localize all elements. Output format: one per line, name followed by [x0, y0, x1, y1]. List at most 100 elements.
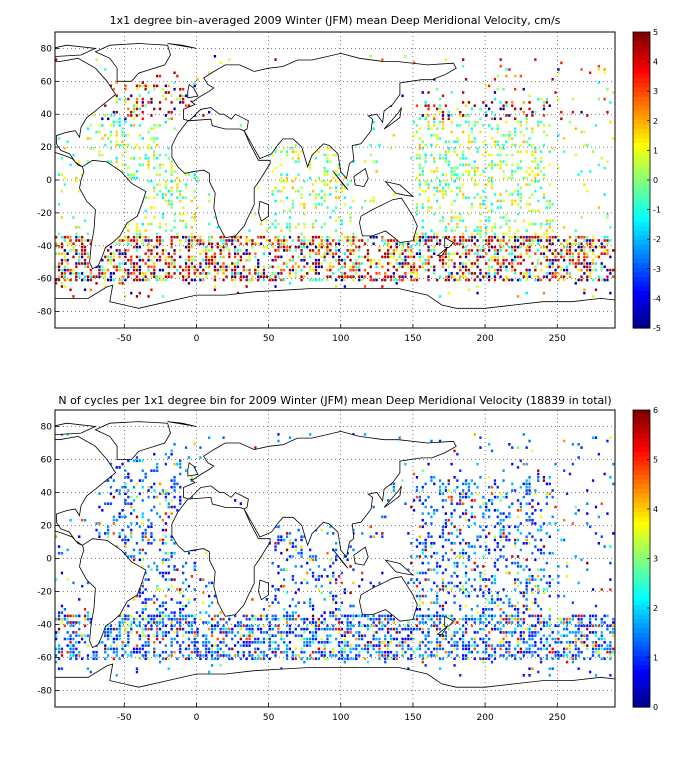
data-cell [343, 614, 346, 618]
data-cell [412, 627, 416, 631]
data-cell [502, 216, 505, 219]
data-cell [545, 235, 548, 239]
data-cell [485, 275, 488, 278]
y-tick-label: -20 [37, 209, 52, 219]
data-cell [531, 614, 534, 618]
data-cell [164, 634, 167, 637]
data-cell [424, 482, 427, 486]
data-cell [525, 120, 528, 124]
data-cell [496, 127, 499, 130]
data-cell [462, 242, 465, 246]
data-cell [343, 650, 346, 654]
data-cell [245, 644, 248, 647]
data-cell [199, 650, 202, 654]
data-cell [176, 74, 179, 78]
data-cell [441, 196, 445, 199]
data-cell [329, 242, 332, 246]
data-cell [531, 650, 534, 654]
data-cell [329, 627, 332, 631]
data-cell [213, 275, 217, 278]
data-cell [340, 647, 344, 651]
data-cell [199, 446, 202, 449]
data-cell [459, 124, 462, 127]
data-cell [138, 588, 141, 591]
data-cell [542, 252, 546, 255]
data-cell [525, 446, 528, 449]
data-cell [355, 265, 358, 269]
data-cell [583, 288, 586, 292]
data-cell [462, 64, 465, 68]
data-cell [490, 176, 494, 180]
y-tick-label: -40 [37, 242, 52, 252]
data-cell [124, 143, 127, 147]
data-cell [153, 157, 156, 160]
data-cell [502, 160, 505, 163]
data-cell [511, 143, 514, 147]
data-cell [66, 637, 69, 641]
data-cell [167, 265, 170, 269]
data-cell [228, 252, 231, 255]
data-cell [522, 637, 525, 641]
data-cell [438, 153, 442, 157]
data-cell [467, 489, 471, 492]
data-cell [528, 518, 531, 522]
data-cell [485, 624, 488, 628]
data-cell [343, 265, 346, 269]
data-cell [170, 479, 173, 482]
data-cell [153, 275, 156, 278]
data-cell [464, 644, 468, 647]
data-cell [124, 535, 127, 538]
data-cell [565, 249, 569, 252]
data-cell [257, 235, 260, 239]
data-cell [415, 614, 419, 618]
data-cell [349, 624, 352, 628]
data-cell [69, 644, 72, 647]
data-cell [372, 621, 375, 624]
data-cell [153, 561, 156, 565]
colorbar-step [633, 92, 650, 98]
data-cell [444, 485, 447, 489]
data-cell [107, 624, 110, 628]
data-cell [479, 446, 482, 449]
data-cell [591, 252, 595, 255]
data-cell [274, 226, 277, 229]
data-cell [401, 627, 404, 631]
data-cell [516, 295, 520, 298]
data-cell [516, 189, 520, 193]
data-cell [138, 245, 141, 249]
data-cell [499, 242, 502, 246]
data-cell [470, 239, 473, 242]
data-cell [326, 641, 329, 644]
data-cell [560, 252, 563, 255]
data-cell [343, 591, 346, 595]
data-cell [514, 268, 517, 272]
data-cell [444, 252, 447, 255]
data-cell [57, 268, 61, 272]
data-cell [537, 163, 540, 167]
data-cell [410, 578, 413, 581]
data-cell [482, 594, 485, 598]
data-cell [311, 278, 315, 282]
data-cell [464, 479, 468, 482]
data-cell [213, 617, 217, 621]
data-cell [418, 499, 421, 502]
data-cell [485, 84, 488, 88]
data-cell [118, 532, 121, 535]
data-cell [285, 262, 289, 265]
data-cell [464, 252, 468, 255]
data-cell [274, 199, 277, 203]
data-cell [291, 265, 294, 269]
data-cell [66, 140, 69, 144]
data-cell [309, 568, 312, 571]
data-cell [456, 555, 459, 558]
data-cell [236, 624, 240, 628]
data-cell [184, 245, 188, 249]
data-cell [167, 110, 170, 114]
data-cell [112, 255, 115, 259]
data-cell [407, 667, 410, 670]
data-cell [311, 242, 315, 246]
data-cell [441, 189, 445, 193]
data-cell [539, 252, 543, 255]
data-cell [60, 157, 64, 160]
data-cell [109, 476, 113, 479]
